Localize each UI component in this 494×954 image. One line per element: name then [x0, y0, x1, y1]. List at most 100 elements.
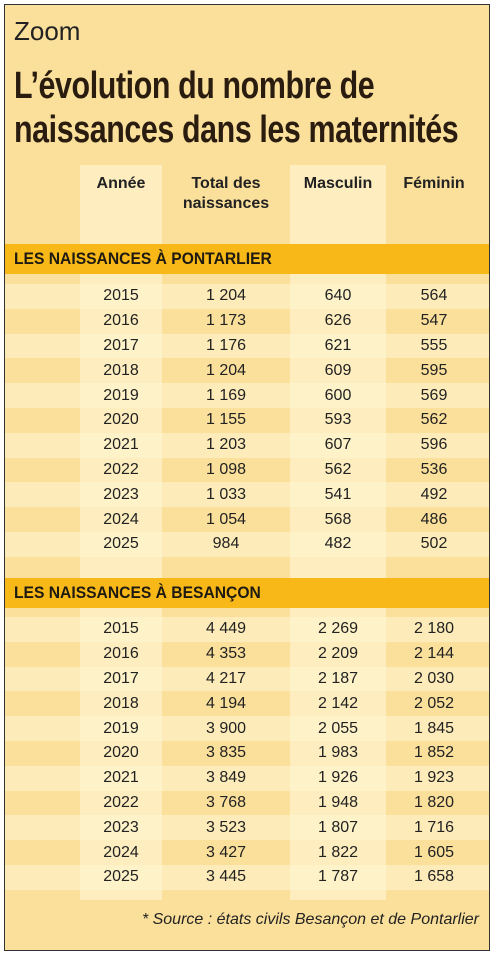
table-cell: 568 [324, 510, 352, 528]
table-cell: 2 030 [413, 670, 455, 687]
table-cell: 562 [420, 411, 448, 429]
table-cell: 2025 [103, 868, 139, 886]
infobox: Zoom L’évolution du nombre de naissances… [4, 4, 490, 951]
row-stripe [5, 865, 489, 890]
table-cell: 1 822 [317, 843, 359, 861]
table-cell: 4 449 [205, 620, 247, 638]
table-cell: 492 [420, 485, 448, 503]
table-cell: 2 209 [317, 645, 359, 663]
table-cell: 1 204 [205, 361, 247, 379]
table-cell: 984 [212, 535, 240, 553]
table-cell: 1 098 [205, 461, 247, 478]
table-cell: 2025 [103, 535, 139, 553]
table-cell: 2019 [103, 719, 139, 737]
table-cell: 1 203 [205, 436, 247, 454]
row-stripe [5, 284, 489, 309]
table-cell: 3 523 [205, 818, 247, 836]
row-stripe [5, 716, 489, 741]
title-line: L’évolution du nombre de [14, 65, 375, 107]
table-cell: 1 845 [413, 719, 455, 737]
table-cell: 1 605 [413, 843, 455, 861]
table-cell: 2 052 [413, 694, 455, 712]
table-cell: 541 [324, 485, 352, 503]
table-cell: 1 169 [205, 386, 247, 404]
section-header: LES NAISSANCES À BESANÇON [5, 578, 489, 608]
table-cell: 1 807 [317, 818, 359, 836]
table-cell: 2023 [103, 485, 139, 503]
table-cell: 596 [420, 436, 448, 454]
table-cell: 2021 [103, 769, 139, 787]
table-cell: 2 142 [317, 694, 359, 712]
column-header: Année [96, 175, 146, 192]
table-cell: 2016 [103, 312, 139, 330]
column-header: Masculin [303, 175, 373, 192]
table-cell: 555 [420, 337, 448, 354]
row-stripe [5, 432, 489, 458]
row-stripe [5, 666, 489, 692]
table-cell: 2017 [103, 337, 139, 354]
column-header: Féminin [403, 175, 465, 192]
table-cell: 1 787 [317, 868, 359, 886]
table-cell: 2015 [103, 287, 139, 305]
table-cell: 3 445 [205, 868, 247, 886]
table-cell: 1 054 [205, 510, 247, 528]
table-cell: 2023 [103, 818, 139, 836]
table-cell: 607 [324, 436, 352, 454]
source-note: * Source : états civils Besançon et de P… [141, 911, 479, 928]
table-cell: 2022 [103, 794, 139, 811]
table-cell: 1 820 [413, 794, 455, 811]
table-cell: 1 155 [205, 411, 247, 429]
table-cell: 2 187 [317, 670, 359, 687]
table-cell: 1 983 [317, 744, 359, 762]
table-cell: 2017 [103, 670, 139, 687]
table-cell: 640 [324, 287, 352, 305]
table-cell: 1 926 [317, 769, 359, 787]
row-stripe [5, 815, 489, 841]
table-cell: 2021 [103, 436, 139, 454]
table-cell: 3 849 [205, 769, 247, 787]
row-stripe [5, 383, 489, 408]
table-cell: 2 180 [413, 620, 455, 638]
table-cell: 4 353 [205, 645, 247, 663]
table-cell: 2024 [103, 510, 139, 528]
table-cell: 1 716 [413, 818, 455, 836]
table-cell: 626 [324, 312, 352, 330]
table-cell: 621 [324, 337, 352, 354]
table-cell: 564 [420, 287, 448, 305]
row-stripe [5, 765, 489, 791]
table-cell: 595 [420, 361, 448, 379]
table-cell: 1 033 [205, 485, 247, 503]
table-cell: 502 [420, 535, 448, 553]
table-cell: 3 427 [205, 843, 247, 861]
table-cell: 1 923 [413, 769, 455, 787]
table-cell: 1 658 [413, 868, 455, 886]
table-cell: 600 [324, 386, 352, 404]
table-cell: 1 173 [205, 312, 247, 330]
row-stripe [5, 532, 489, 557]
table-cell: 1 204 [205, 287, 247, 305]
table-cell: 547 [420, 312, 448, 330]
table-cell: 1 176 [205, 337, 247, 354]
table-cell: 2019 [103, 386, 139, 404]
table-cell: 609 [324, 361, 352, 379]
kicker: Zoom [14, 16, 81, 46]
title-line: naissances dans les maternités [14, 109, 459, 151]
table-cell: 2020 [103, 744, 139, 762]
table-cell: 569 [420, 386, 448, 404]
table-cell: 2016 [103, 645, 139, 663]
table-cell: 562 [324, 461, 352, 478]
table-cell: 3 900 [205, 719, 247, 737]
table-cell: 4 194 [205, 694, 247, 712]
row-stripe [5, 617, 489, 642]
table-cell: 1 852 [413, 744, 455, 762]
row-stripe [5, 333, 489, 359]
section-title: LES NAISSANCES À PONTARLIER [14, 249, 272, 268]
table-cell: 593 [324, 411, 352, 429]
section-header: LES NAISSANCES À PONTARLIER [5, 244, 489, 274]
table-cell: 1 948 [317, 794, 359, 811]
table-cell: 482 [324, 535, 352, 553]
table-cell: 3 835 [205, 744, 247, 762]
table-cell: 486 [420, 510, 448, 528]
table-cell: 2018 [103, 361, 139, 379]
